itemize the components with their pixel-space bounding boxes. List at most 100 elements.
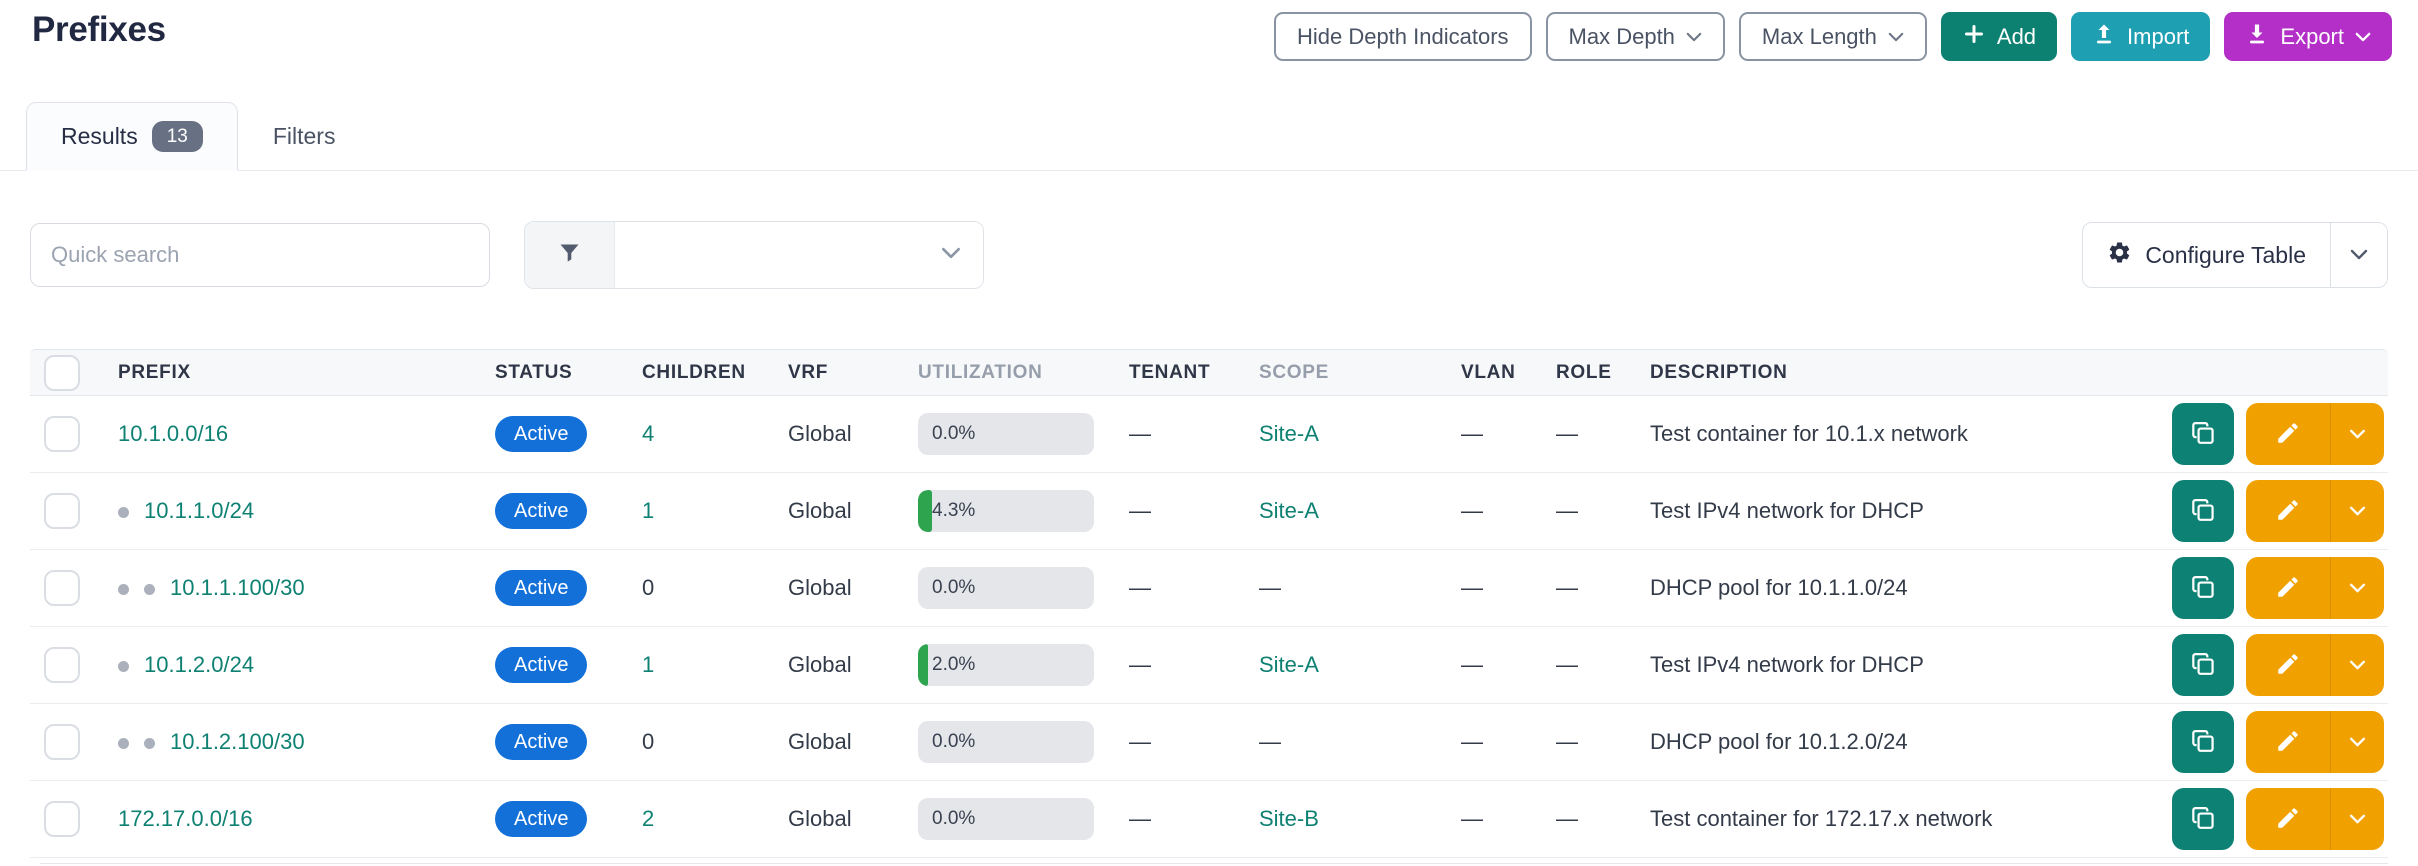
edit-button[interactable] [2246,634,2330,696]
row-checkbox[interactable] [44,724,80,760]
edit-pencil-icon [2275,497,2301,526]
prefix-cell: 10.1.1.100/30 [118,575,495,601]
children-count-link[interactable]: 1 [642,498,655,523]
configure-table-button[interactable]: Configure Table [2083,223,2331,287]
children-count-link: 0 [642,575,655,600]
utilization-label: 0.0% [932,731,976,752]
copy-button[interactable] [2172,557,2234,619]
depth-dot [118,506,129,518]
column-header-vlan[interactable]: VLAN [1461,361,1516,383]
children-cell: 2 [642,806,788,832]
select-all-checkbox[interactable] [44,354,80,391]
column-header-description[interactable]: DESCRIPTION [1650,361,1788,383]
prefix-link[interactable]: 10.1.2.100/30 [170,729,305,754]
hide-depth-indicators-button[interactable]: Hide Depth Indicators [1273,12,1532,61]
depth-dot [144,737,155,749]
copy-button[interactable] [2172,403,2234,465]
row-select-cell [30,570,118,606]
scope-cell: Site-A [1259,498,1461,524]
edit-button[interactable] [2246,711,2330,773]
add-button[interactable]: Add [1940,12,2058,61]
scope-link[interactable]: Site-A [1259,652,1319,677]
edit-button[interactable] [2246,788,2330,850]
children-count-link[interactable]: 4 [642,421,655,446]
children-count-link[interactable]: 2 [642,806,655,831]
edit-button[interactable] [2246,403,2330,465]
import-button[interactable]: Import [2071,12,2211,61]
row-checkbox[interactable] [44,493,80,529]
tenant-cell: — [1129,421,1259,447]
edit-dropdown-caret[interactable] [2330,788,2384,850]
depth-indicator [118,729,170,754]
role-cell: — [1556,806,1650,832]
table-row: 10.1.0.0/16 Active 4 Global 0.0% — Site-… [30,396,2388,473]
chevron-down-icon [2349,812,2366,827]
max-length-dropdown[interactable]: Max Length [1738,12,1927,61]
row-select-cell [30,647,118,683]
row-checkbox[interactable] [44,647,80,683]
filter-icon [556,240,583,270]
configure-table-caret[interactable] [2331,223,2387,287]
prefix-cell: 10.1.0.0/16 [118,421,495,447]
max-length-label: Max Length [1761,23,1877,49]
children-count-link[interactable]: 1 [642,652,655,677]
scope-link[interactable]: Site-B [1259,806,1319,831]
copy-button[interactable] [2172,711,2234,773]
column-header-vrf[interactable]: VRF [788,361,829,383]
role-value: — [1556,652,1578,677]
depth-dot [144,583,155,595]
edit-dropdown-caret[interactable] [2330,480,2384,542]
filter-button[interactable] [525,222,615,288]
description-cell: Test container for 172.17.x network [1650,806,2170,832]
children-cell: 0 [642,575,788,601]
column-header-prefix[interactable]: PREFIX [118,361,191,383]
edit-dropdown-caret[interactable] [2330,711,2384,773]
edit-button[interactable] [2246,557,2330,619]
prefix-link[interactable]: 10.1.1.100/30 [170,575,305,600]
saved-filter-select[interactable] [615,222,983,288]
scope-link[interactable]: Site-A [1259,498,1319,523]
column-header-tenant[interactable]: TENANT [1129,361,1211,383]
prefix-link[interactable]: 172.17.0.0/16 [118,806,253,831]
edit-split-button [2246,634,2384,696]
edit-dropdown-caret[interactable] [2330,557,2384,619]
edit-dropdown-caret[interactable] [2330,403,2384,465]
row-actions [2170,557,2388,619]
vrf-cell: Global [788,652,918,678]
row-checkbox[interactable] [44,570,80,606]
prefix-link[interactable]: 10.1.1.0/24 [144,498,255,523]
copy-button[interactable] [2172,634,2234,696]
tenant-value: — [1129,806,1151,831]
table-body: 10.1.0.0/16 Active 4 Global 0.0% — Site-… [30,396,2388,858]
description-cell: Test IPv4 network for DHCP [1650,498,2170,524]
tab-filters[interactable]: Filters [238,102,371,171]
column-header-children[interactable]: CHILDREN [642,361,746,383]
row-checkbox[interactable] [44,416,80,452]
prefix-link[interactable]: 10.1.2.0/24 [144,652,255,677]
copy-button[interactable] [2172,480,2234,542]
utilization-fill [918,490,932,532]
copy-button[interactable] [2172,788,2234,850]
description-cell: Test container for 10.1.x network [1650,421,2170,447]
quick-search-input[interactable] [30,223,490,287]
prefix-link[interactable]: 10.1.0.0/16 [118,421,229,446]
role-cell: — [1556,498,1650,524]
max-depth-dropdown[interactable]: Max Depth [1545,12,1725,61]
scope-link: — [1259,575,1281,600]
column-header-status[interactable]: STATUS [495,361,573,383]
tenant-cell: — [1129,652,1259,678]
edit-dropdown-caret[interactable] [2330,634,2384,696]
vlan-cell: — [1461,652,1556,678]
children-cell: 4 [642,421,788,447]
export-button[interactable]: Export [2224,12,2392,61]
scope-link[interactable]: Site-A [1259,421,1319,446]
edit-button[interactable] [2246,480,2330,542]
tab-results[interactable]: Results 13 [26,102,238,171]
role-cell: — [1556,729,1650,755]
row-checkbox[interactable] [44,801,80,837]
column-header-role[interactable]: ROLE [1556,361,1612,383]
depth-indicator [118,652,144,677]
utilization-label: 2.0% [932,654,976,675]
utilization-cell: 0.0% [918,567,1129,609]
utilization-cell: 0.0% [918,721,1129,763]
